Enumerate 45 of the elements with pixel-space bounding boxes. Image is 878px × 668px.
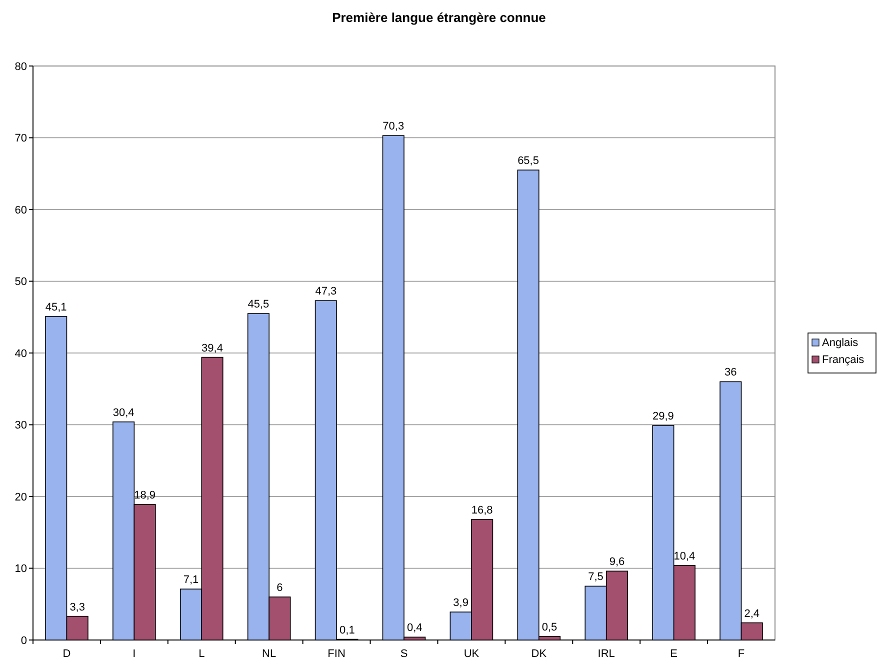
x-tick-label: D [62, 648, 71, 660]
data-label: 7,5 [588, 571, 604, 584]
y-tick-label: 60 [14, 204, 27, 216]
data-label: 70,3 [382, 120, 404, 133]
legend-label: Français [822, 354, 865, 366]
x-tick-label: S [400, 648, 408, 660]
x-tick-label: I [132, 648, 136, 660]
x-tick-label: UK [464, 648, 480, 660]
y-tick-label: 80 [14, 60, 27, 73]
data-label: 2,4 [744, 608, 760, 620]
data-label: 7,1 [183, 574, 199, 586]
data-label: 3,3 [70, 601, 85, 614]
data-label: 36 [724, 366, 737, 379]
x-tick-label: FIN [328, 648, 346, 660]
data-label: 6 [276, 582, 283, 594]
data-label: 0,5 [542, 621, 558, 634]
x-tick-label: IRL [598, 648, 615, 660]
data-label: 18,9 [134, 489, 156, 502]
y-tick-label: 40 [14, 348, 27, 360]
y-tick-label: 10 [14, 563, 27, 576]
x-tick-label: F [738, 648, 745, 660]
x-tick-label: NL [262, 648, 276, 660]
y-tick-label: 0 [20, 634, 27, 647]
data-label: 0,4 [406, 622, 422, 634]
y-tick-label: 70 [14, 132, 27, 145]
y-tick-label: 20 [14, 491, 27, 504]
data-label: 0,1 [340, 624, 355, 636]
data-label: 9,6 [609, 556, 625, 568]
data-label: 47,3 [315, 286, 337, 298]
data-label: 45,5 [248, 298, 270, 311]
data-label: 30,4 [112, 406, 134, 419]
x-tick-label: L [198, 648, 205, 660]
data-label: 45,1 [45, 301, 67, 314]
x-tick-label: E [670, 648, 678, 660]
chart-title: Première langue étrangère connue [332, 10, 546, 25]
x-tick-label: DK [531, 648, 548, 660]
data-label: 10,4 [674, 550, 696, 562]
data-label: 39,4 [202, 342, 223, 354]
legend-label: Anglais [822, 337, 859, 349]
y-tick-label: 50 [14, 276, 27, 288]
data-label: 16,8 [471, 504, 493, 516]
data-label: 3,9 [453, 597, 468, 610]
data-label: 29,9 [652, 410, 674, 422]
data-label: 65,5 [518, 155, 539, 168]
y-tick-label: 30 [14, 420, 27, 432]
